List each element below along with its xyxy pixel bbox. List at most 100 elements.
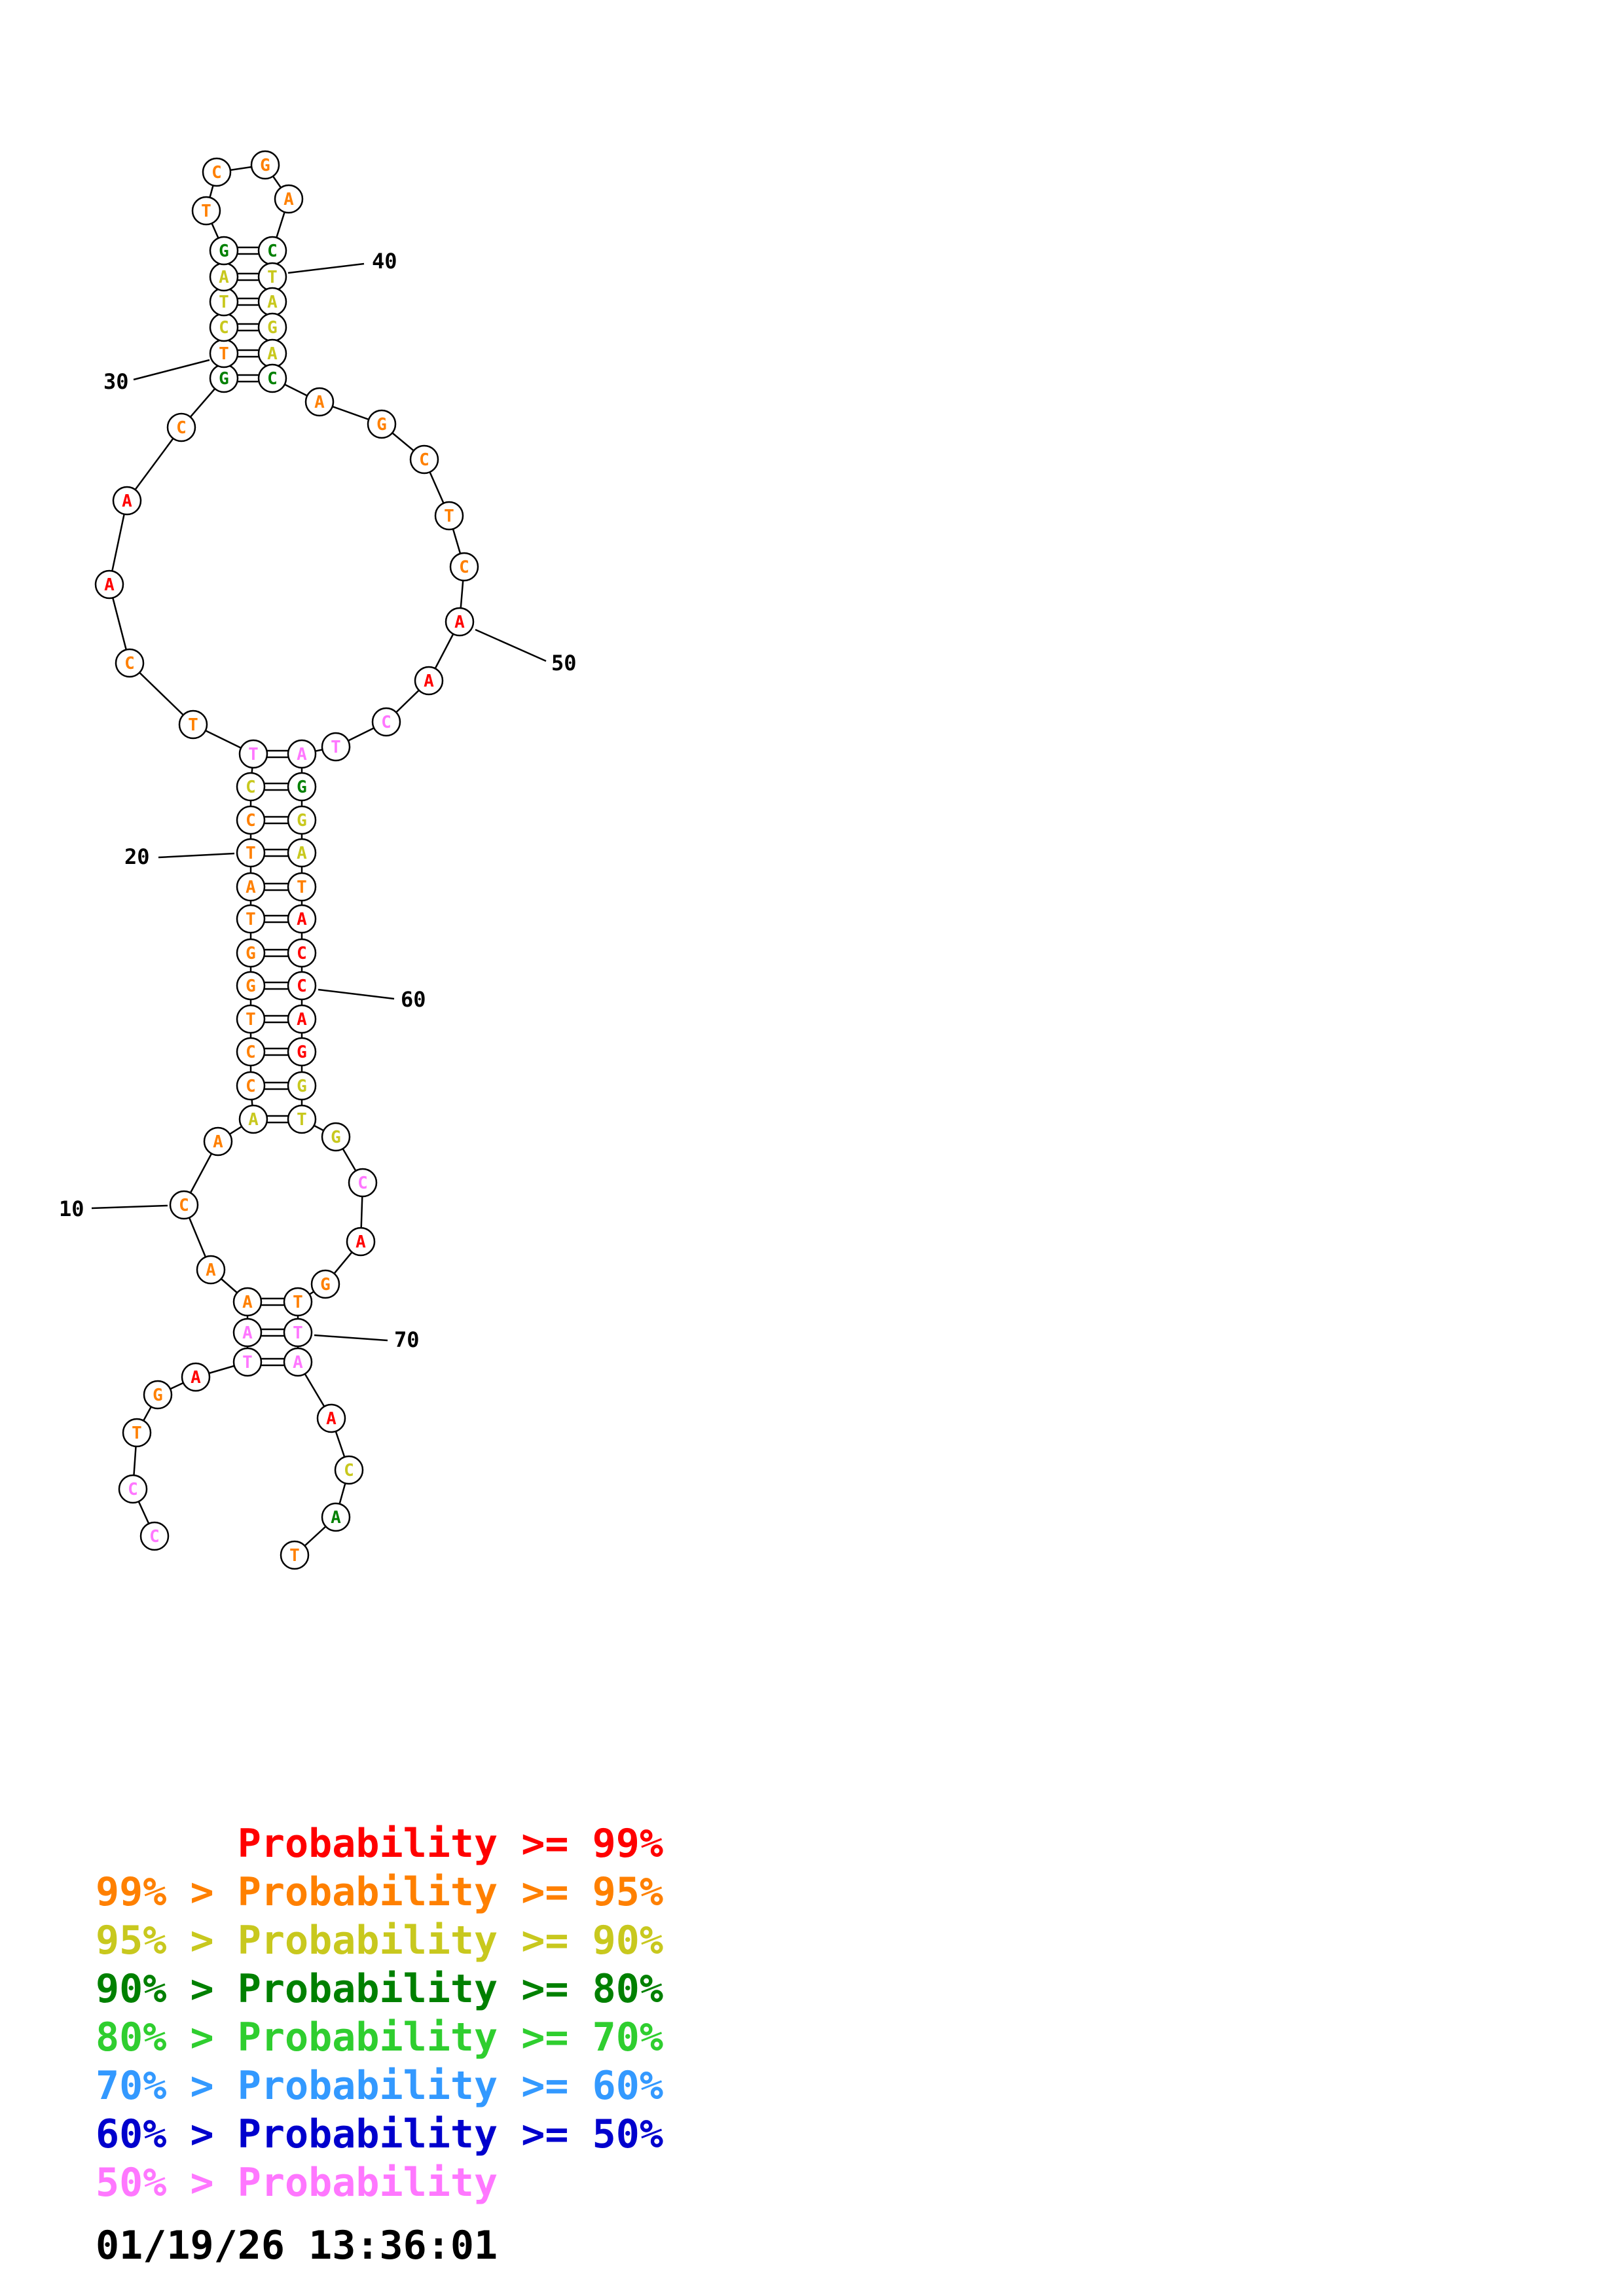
nucleotide-circle xyxy=(287,971,317,1001)
nucleotide-circle xyxy=(367,409,397,439)
nucleotide: C xyxy=(287,938,317,968)
nucleotide-circle xyxy=(287,904,317,934)
nucleotide-base: C xyxy=(246,778,256,797)
label-text: 20 xyxy=(124,844,150,869)
nucleotide: A xyxy=(346,1227,376,1257)
nucleotide-circle xyxy=(232,1287,263,1317)
nucleotide: T xyxy=(209,287,239,317)
nucleotide-base: A xyxy=(246,878,256,897)
label-leader-line xyxy=(475,628,547,662)
nucleotide-circle xyxy=(250,150,280,180)
nucleotide-base: C xyxy=(419,450,429,470)
nucleotide: A xyxy=(203,1126,233,1157)
nucleotide-base: A xyxy=(424,672,434,691)
nucleotide-circle xyxy=(257,363,287,393)
nucleotide-circle xyxy=(238,1104,268,1134)
nucleotide-base: T xyxy=(289,1546,300,1566)
nucleotide-circle xyxy=(232,1318,263,1348)
label-text: 10 xyxy=(59,1196,84,1221)
nucleotide-base: C xyxy=(219,318,229,338)
nucleotide-base: T xyxy=(219,344,229,364)
label-leader-line xyxy=(158,852,235,859)
nucleotide-circle xyxy=(445,607,475,637)
nucleotide-circle xyxy=(209,236,239,266)
nucleotide-base: A xyxy=(297,745,307,764)
nucleotide-circle xyxy=(287,938,317,968)
nucleotide: C xyxy=(139,1521,170,1551)
nucleotide: A xyxy=(238,1104,268,1134)
nucleotide-circle xyxy=(287,805,317,835)
nucleotide-base: A xyxy=(206,1261,216,1280)
label-leader-line xyxy=(287,262,365,274)
legend-line-5: 80% > Probability >= 70% xyxy=(96,2015,663,2060)
nucleotide: C xyxy=(166,412,196,442)
nucleotide-circle xyxy=(236,904,266,934)
nucleotide-base: C xyxy=(297,977,307,996)
nucleotide: A xyxy=(274,184,304,214)
nucleotide: G xyxy=(310,1269,340,1299)
nucleotide: C xyxy=(236,1037,266,1067)
nucleotide-base: T xyxy=(188,715,198,735)
nucleotide-base: C xyxy=(211,163,222,183)
label-leader-line xyxy=(318,988,395,1000)
nucleotide-base: C xyxy=(344,1461,354,1480)
label-leader-line xyxy=(91,1204,168,1210)
nucleotide: A xyxy=(209,262,239,292)
nucleotide: C xyxy=(118,1474,148,1504)
nucleotide-base: T xyxy=(246,1010,256,1030)
nucleotide-base: A xyxy=(326,1409,337,1429)
nucleotide-circle xyxy=(346,1227,376,1257)
nucleotide-circle xyxy=(283,1347,313,1377)
nucleotide-circle xyxy=(236,1004,266,1034)
nucleotide-circle xyxy=(236,1071,266,1101)
nucleotide: A xyxy=(316,1403,346,1433)
nucleotide-circle xyxy=(409,444,439,475)
nucleotide-circle xyxy=(287,1071,317,1101)
nucleotide-base: C xyxy=(357,1174,368,1193)
label-text: 60 xyxy=(401,987,426,1012)
nucleotide-base: C xyxy=(179,1196,189,1215)
nucleotide-circle xyxy=(139,1521,170,1551)
nucleotide-circle xyxy=(178,709,208,740)
backbone-segment xyxy=(126,427,183,501)
nucleotide-base: C xyxy=(246,1043,256,1062)
label-text: 50 xyxy=(551,651,577,675)
nucleotide: T xyxy=(257,262,287,292)
nucleotide: A xyxy=(236,872,266,902)
nucleotide: G xyxy=(257,312,287,342)
nucleotide-circle xyxy=(304,387,335,417)
nucleotide-base: C xyxy=(459,558,469,577)
position-label: 60 xyxy=(318,987,426,1012)
nucleotide-base: T xyxy=(297,1110,307,1130)
nucleotide: C xyxy=(409,444,439,475)
nucleotide: G xyxy=(209,236,239,266)
nucleotide-circle xyxy=(274,184,304,214)
label-text: 40 xyxy=(372,249,397,274)
legend-line-4: 90% > Probability >= 80% xyxy=(96,1966,663,2012)
nucleotide: A xyxy=(181,1362,211,1392)
nucleotide-base: G xyxy=(267,318,278,338)
nucleotide-circle xyxy=(236,1037,266,1067)
position-label: 20 xyxy=(124,844,235,869)
nucleotide-base: T xyxy=(267,268,278,287)
nucleotide-base: G xyxy=(297,1077,307,1096)
nucleotide: T xyxy=(236,838,266,868)
nucleotide-circle xyxy=(236,971,266,1001)
nucleotide-circle xyxy=(94,569,124,600)
nucleotide-circle xyxy=(287,739,317,769)
nucleotide: A xyxy=(232,1318,263,1348)
nucleotide-base: A xyxy=(297,1010,307,1030)
nucleotide: A xyxy=(257,287,287,317)
nucleotide-base: C xyxy=(297,944,307,963)
legend-line-6: 70% > Probability >= 60% xyxy=(96,2063,663,2109)
nucleotide: C xyxy=(348,1168,378,1198)
position-label: 40 xyxy=(287,249,397,274)
nucleotide-base: T xyxy=(248,745,259,764)
nucleotide: C xyxy=(209,312,239,342)
nucleotide-circle xyxy=(348,1168,378,1198)
nucleotide-base: G xyxy=(331,1128,341,1147)
nucleotide-base: A xyxy=(297,844,307,863)
nucleotide: T xyxy=(178,709,208,740)
